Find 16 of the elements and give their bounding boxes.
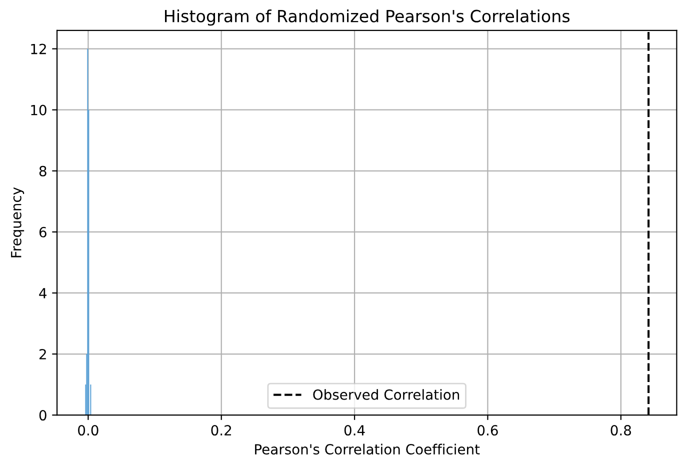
ref-line-label: Observed Correlation [313,389,460,400]
y-tick-label: 0 [39,410,46,421]
y-axis-title: Frequency [11,187,24,258]
y-tick-label: 4 [39,288,47,298]
x-tick-label: 0.6 [478,425,498,436]
x-tick-label: 0.4 [344,425,365,436]
chart-title: Histogram of Randomized Pearson's Correlations [165,9,570,26]
y-tick-label: 2 [39,348,46,360]
y-tick-label: 8 [39,166,46,176]
x-tick-label: 0.2 [211,425,232,436]
y-tick-label: 12 [31,44,46,54]
x-tick-label: 0.8 [610,425,631,436]
y-tick-label: 10 [31,104,46,116]
x-axis-title: Pearson's Correlation Coefficient [255,444,480,455]
y-tick-label: 6 [39,226,46,238]
x-tick-label: 0.0 [78,425,98,436]
